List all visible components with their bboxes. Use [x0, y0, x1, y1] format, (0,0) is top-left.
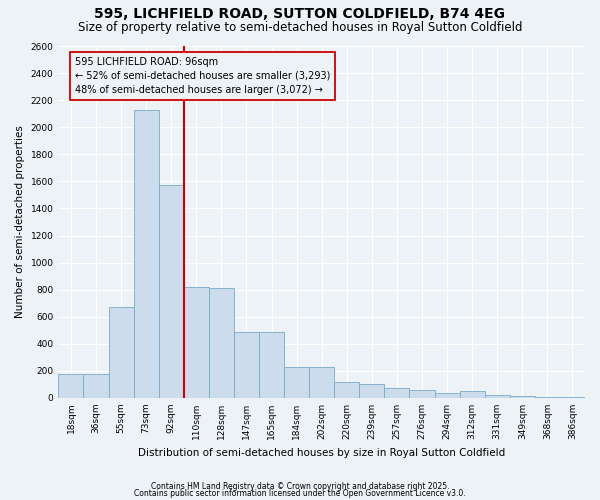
- Bar: [58, 374, 83, 398]
- Text: Contains HM Land Registry data © Crown copyright and database right 2025.: Contains HM Land Registry data © Crown c…: [151, 482, 449, 491]
- Bar: [284, 367, 309, 398]
- Bar: [385, 388, 409, 398]
- Y-axis label: Number of semi-detached properties: Number of semi-detached properties: [15, 126, 25, 318]
- Bar: [209, 288, 234, 398]
- Bar: [259, 332, 284, 398]
- Bar: [560, 397, 585, 398]
- Bar: [159, 186, 184, 398]
- Bar: [510, 396, 535, 398]
- X-axis label: Distribution of semi-detached houses by size in Royal Sutton Coldfield: Distribution of semi-detached houses by …: [138, 448, 505, 458]
- Bar: [535, 397, 560, 398]
- Bar: [184, 287, 209, 398]
- Bar: [109, 307, 134, 398]
- Bar: [334, 382, 359, 398]
- Bar: [485, 395, 510, 398]
- Bar: [359, 384, 385, 398]
- Bar: [134, 110, 159, 398]
- Bar: [409, 390, 434, 398]
- Bar: [309, 367, 334, 398]
- Text: 595 LICHFIELD ROAD: 96sqm
← 52% of semi-detached houses are smaller (3,293)
48% : 595 LICHFIELD ROAD: 96sqm ← 52% of semi-…: [75, 57, 330, 95]
- Bar: [83, 374, 109, 398]
- Text: 595, LICHFIELD ROAD, SUTTON COLDFIELD, B74 4EG: 595, LICHFIELD ROAD, SUTTON COLDFIELD, B…: [95, 8, 505, 22]
- Text: Size of property relative to semi-detached houses in Royal Sutton Coldfield: Size of property relative to semi-detach…: [78, 21, 522, 34]
- Bar: [434, 392, 460, 398]
- Bar: [460, 391, 485, 398]
- Text: Contains public sector information licensed under the Open Government Licence v3: Contains public sector information licen…: [134, 490, 466, 498]
- Bar: [234, 332, 259, 398]
